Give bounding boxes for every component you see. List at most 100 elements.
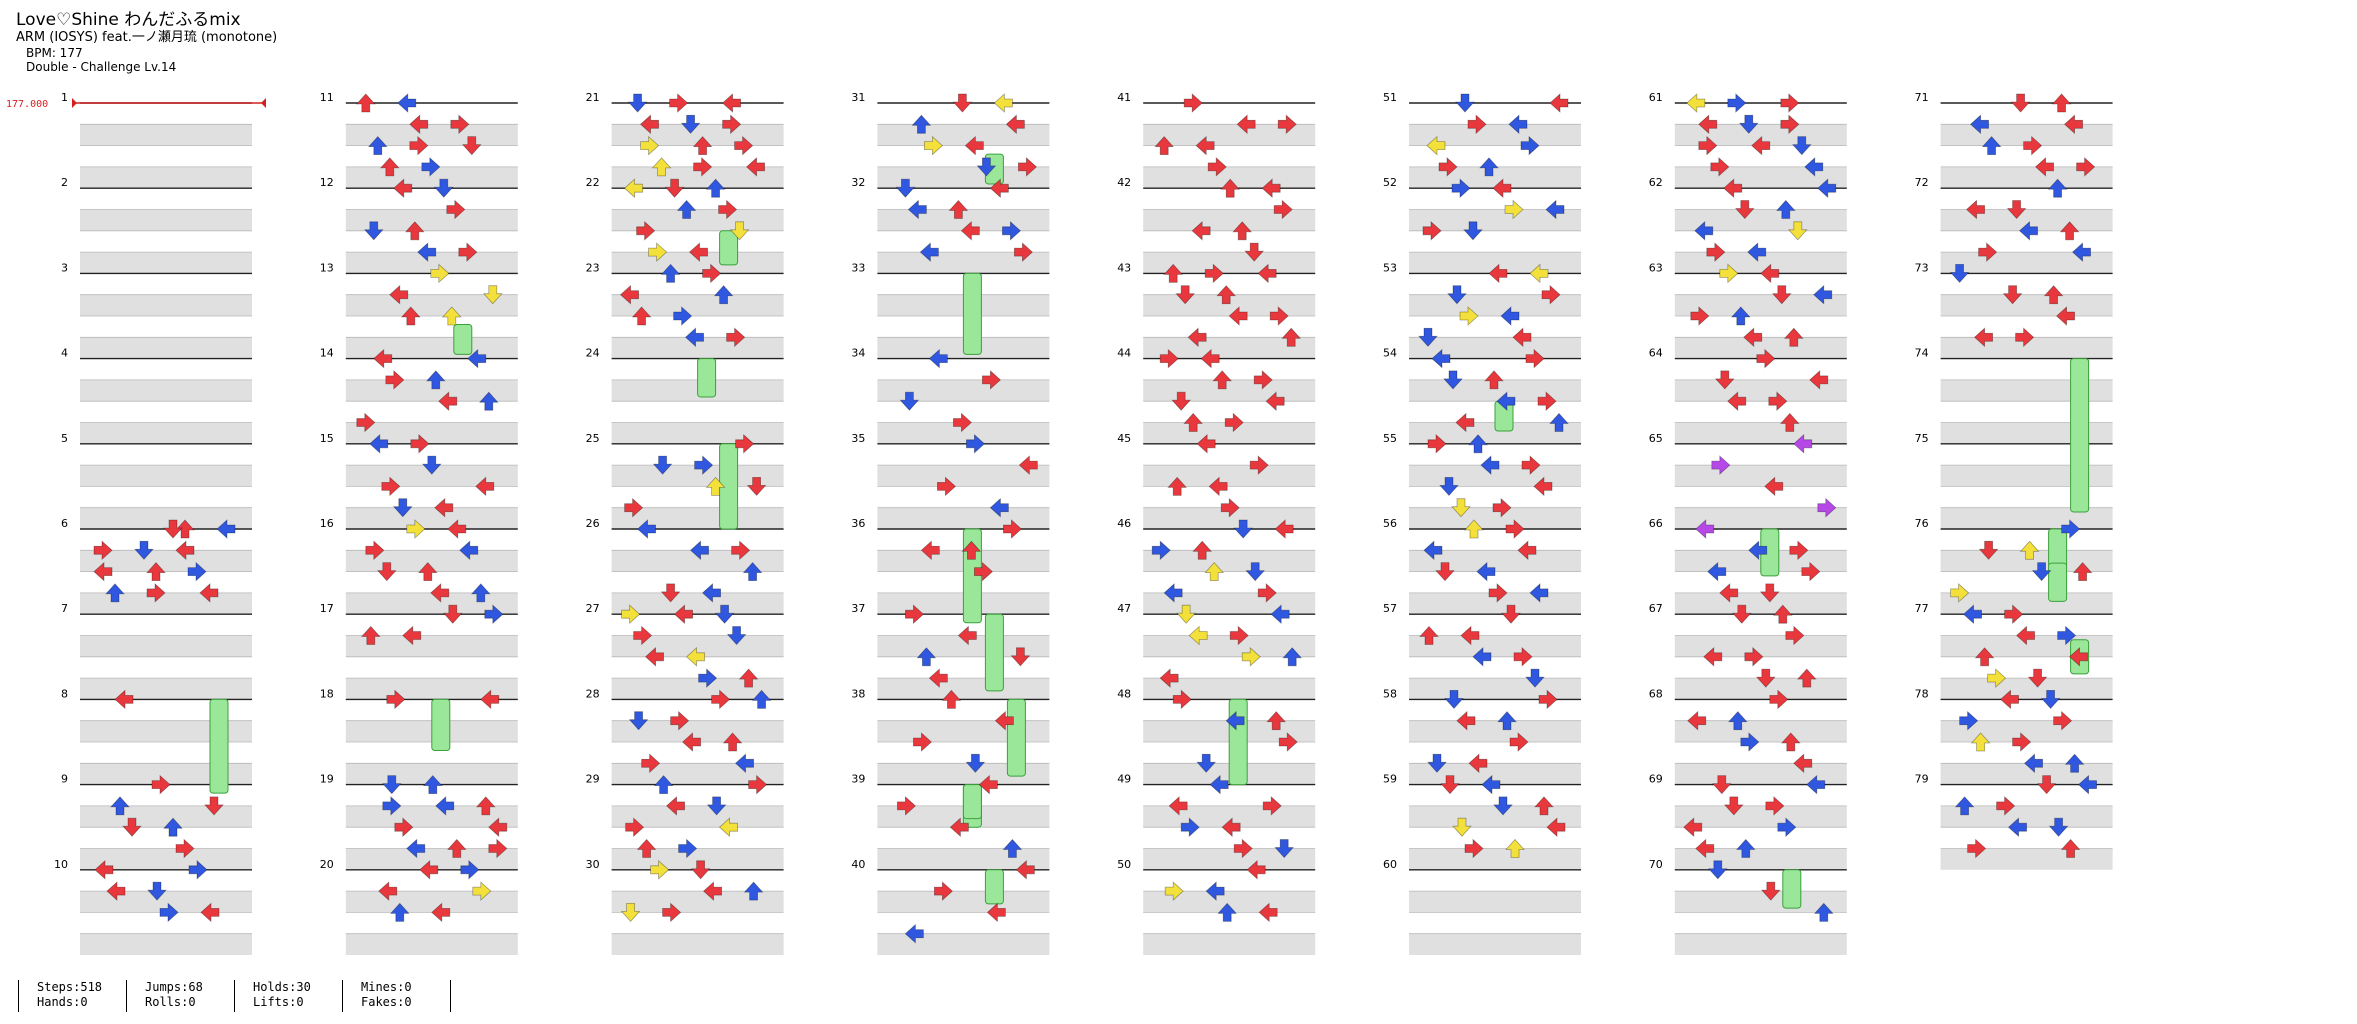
arrow-note [2053,710,2073,731]
beat-band [345,422,518,444]
beat-band [1940,252,2113,274]
arrow-note [1207,157,1227,177]
arrow-note [1508,114,1528,135]
arrow-note [1769,689,1789,710]
arrow-note [1236,114,1256,135]
arrow-note [365,540,385,561]
arrow-note [1505,519,1525,539]
arrow-note [1521,455,1541,475]
arrow-note [2061,519,2081,539]
arrow-note [1262,796,1282,816]
arrow-note [673,306,693,326]
hold-body [2070,358,2090,513]
arrow-note [628,711,649,731]
beat-band [1940,124,2113,146]
beat-band [80,337,252,359]
beat-band [345,635,518,657]
arrow-note [669,93,689,113]
beat-band [1143,933,1316,955]
arrow-note [713,285,734,305]
arrow-note [1791,136,1812,156]
arrow-note [1772,604,1793,624]
arrow-note [911,114,932,134]
arrow-note [110,796,130,816]
arrow-note [1439,476,1459,496]
arrow-note [729,221,750,241]
arrow-note [484,604,504,625]
beat-band [80,379,252,402]
arrow-note [394,817,414,838]
arrow-note [735,753,754,774]
arrow-note [1187,327,1207,348]
beat-band [1940,166,2113,189]
arrow-note [397,93,417,113]
arrow-note [1015,859,1035,880]
arrow-note [678,838,698,859]
arrow-note [674,604,693,625]
arrow-note [2019,540,2040,560]
arrow-note [1756,348,1776,369]
arrow-note [1996,796,2016,816]
arrow-note [2035,157,2054,177]
arrow-note [928,668,948,688]
arrow-note [1225,710,1245,731]
beat-band [1674,337,1847,359]
arrow-note [482,285,503,305]
arrow-note [382,796,402,816]
arrow-note [1541,284,1561,305]
measure-number: 75 [1915,432,1929,445]
arrow-note [645,646,664,667]
beat-band [345,465,518,487]
arrow-note [392,498,413,518]
beat-band [1674,507,1847,529]
arrow-note [369,433,389,454]
arrow-note [1783,327,1804,347]
arrow-note [1183,93,1203,113]
arrow-note [2036,775,2057,795]
arrow-note [1549,412,1569,432]
arrow-note [1188,625,1208,646]
arrow-note [722,114,742,135]
arrow-note [1447,285,1467,305]
measure-number: 67 [1649,602,1663,615]
arrow-note [1452,817,1472,837]
measure-number: 59 [1383,773,1397,786]
measure-number: 47 [1117,602,1131,615]
arrow-note [1545,199,1565,220]
arrow-note [698,668,718,688]
beat-band [877,763,1050,785]
arrow-note [373,348,393,369]
song-title: Love♡Shine わんだふるmix [16,10,241,30]
arrow-note [1520,135,1540,156]
arrow-note [631,306,652,326]
arrow-note [1204,562,1225,581]
arrow-note [1963,604,1982,625]
beat-band [345,124,518,146]
arrow-note [2056,306,2076,326]
beat-band [877,379,1050,402]
arrow-note [1273,199,1293,220]
arrow-note [1711,455,1731,475]
arrow-note [1765,796,1785,816]
arrow-note [1806,774,1826,795]
beat-band [877,678,1050,700]
arrow-note [1785,625,1805,646]
arrow-note [2072,242,2092,262]
song-artist: ARM (IOSYS) feat.一ノ瀬月琉 (monotone) [16,30,278,46]
beat-band [611,678,784,700]
arrow-note [1817,178,1837,199]
arrow-note [1698,114,1718,135]
arrow-note [640,135,660,156]
arrow-note [2048,817,2069,837]
arrow-note [488,838,508,859]
arrow-note [406,519,426,539]
beat-band [345,848,518,870]
arrow-note [1967,838,1987,859]
beat-band [1409,720,1581,742]
arrow-note [381,476,401,497]
arrow-note [653,775,674,794]
arrow-note [1731,604,1752,624]
beat-band [611,763,784,785]
arrow-note [1444,690,1464,709]
arrow-note [1804,157,1824,177]
